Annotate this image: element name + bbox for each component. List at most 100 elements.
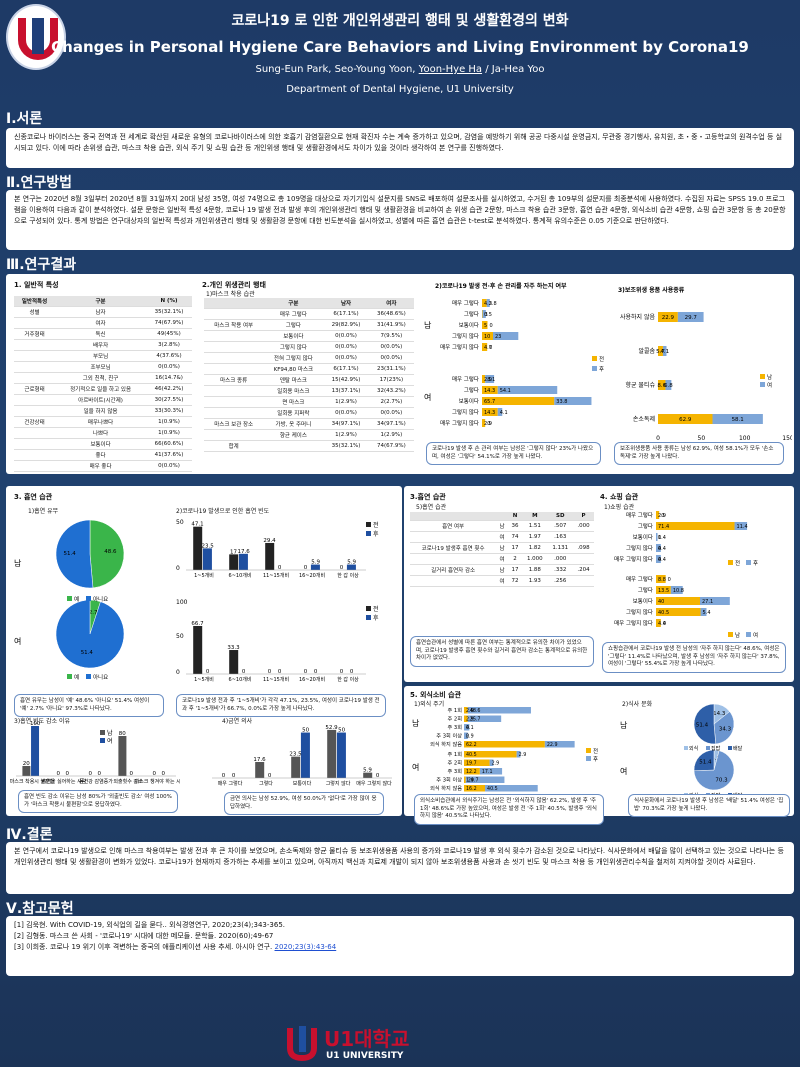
smoking-habit-table-cell	[410, 531, 497, 543]
smoking-female-freq-value-label: 66.7	[191, 621, 204, 627]
general-table-cell: 41(37.6%)	[146, 449, 192, 461]
meal-female-pie-slice	[693, 749, 715, 772]
mask-table-cell: 전혀 그렇지 않다	[263, 352, 324, 364]
general-table-row: 여자 74(67.9%)	[14, 317, 192, 329]
shopping-female-bar	[700, 597, 730, 605]
eating-female-bar	[464, 751, 517, 758]
legend-swatch	[706, 746, 710, 750]
hygiene-title: 2.개인 위생관리 행태	[202, 281, 266, 289]
eating-female-bar	[479, 768, 503, 775]
eating-male-bar	[464, 707, 468, 714]
legend-label: 배달	[733, 745, 743, 752]
mask-table-row: 합계 35(32.1%) 74(67.9%)	[204, 440, 414, 452]
shopping-male-bar	[656, 533, 658, 541]
section-references-heading: Ⅴ.참고문헌	[6, 901, 74, 917]
hand-female-bar	[497, 386, 558, 394]
eating-female-bar	[485, 785, 538, 792]
hygiene-value-label: 4.1	[660, 349, 669, 355]
smoking-male-freq-value-label: 5.9	[311, 560, 320, 566]
general-table-cell: 정기적으로 일을 하고 있음	[55, 383, 147, 395]
hand-female-category-label: 매우 그렇지 않다	[440, 419, 479, 427]
eating-male-value-label: 48.6	[470, 708, 481, 714]
legend-label: 남	[735, 631, 740, 639]
smoking-female-freq-category-label: 1~5개비	[194, 676, 214, 683]
shopping-female-category-label: 그렇지 않다	[626, 608, 653, 616]
eating-female-category-label: 주 1회	[448, 750, 463, 758]
smoking-reason-category-label: 마스크 착용시 불편함	[10, 778, 55, 785]
legend-swatch	[67, 596, 72, 601]
legend-swatch	[760, 382, 765, 387]
general-table-cell: 그외 친척, 친구	[55, 372, 147, 384]
hygiene-category-label: 향균 물티슈	[625, 381, 655, 389]
smoking-female-freq-category-label: 6~10개비	[229, 676, 252, 683]
hand-care-note: 코로나19 발생 후 손 관리 여부는 남성은 '그렇지 않다' 23%가 나왔…	[426, 442, 601, 466]
hand-male-value-label: 0	[489, 345, 492, 351]
smoking-male-freq-value-label: 29.4	[263, 538, 276, 544]
shopping-male-bar	[656, 555, 661, 563]
legend-label: 전	[735, 559, 740, 567]
reference-3-link[interactable]: 2020;23(3):43-64	[274, 943, 337, 952]
hand-female-bar	[482, 397, 555, 405]
eating-male-value-label: 4.1	[466, 725, 474, 731]
shopping-male-value-label: 11.4	[737, 524, 748, 530]
shopping-female-value-label: 27.1	[702, 599, 713, 605]
mask-table-cell	[204, 385, 264, 397]
hand-female-value-label: 33.8	[556, 399, 567, 405]
smoking-male-freq-bar	[238, 553, 248, 570]
mask-table-cell: 29(82.9%)	[323, 319, 369, 331]
smoking-female-freq-bar	[229, 650, 239, 674]
legend-label: 후	[593, 756, 598, 763]
legend-swatch	[100, 738, 105, 743]
hygiene-value-label: 22.9	[662, 315, 675, 321]
shopping-female-value-label: 8.8	[658, 577, 666, 583]
legend-swatch	[366, 522, 371, 527]
general-table-row: 성별 남자 35(32.1%)	[14, 306, 192, 318]
smoking-habit-table-header: SD	[547, 512, 574, 521]
smoking-habit-table-row: 여 2 1.000.000	[410, 553, 594, 565]
hygiene-value-label: 6.8	[664, 383, 673, 389]
section-results-heading: Ⅲ.연구결과	[6, 257, 77, 273]
mask-table-cell	[204, 429, 264, 441]
eating-female-category-label: 주 3회 이상	[436, 776, 462, 784]
general-table-cell: 49(45%)	[146, 328, 192, 340]
hand-male-bar	[482, 299, 487, 307]
shopping-female-category-label: 매우 그렇다	[626, 575, 653, 583]
mask-table-row: 면 마스크 1(2.9%) 2(2.7%)	[204, 396, 414, 408]
department: Department of Dental Hygiene, U1 Univers…	[286, 84, 514, 95]
smoking-male-freq-value-label: 5.9	[347, 560, 356, 566]
general-table-row: 부모님 4(37.6%)	[14, 350, 192, 362]
quit-intention-bar	[300, 732, 310, 778]
smoking-habit-table-cell: 36	[507, 520, 523, 532]
smoking-habit-subtitle: 5)흡연 습관	[416, 504, 447, 511]
eating-female-bar	[516, 751, 521, 758]
hygiene-value-label: 29.7	[685, 315, 698, 321]
smoking-habit-table-cell: 1.000	[522, 553, 548, 565]
smoking-reason-value-label: 0	[129, 771, 133, 777]
title-korean: 코로나19 로 인한 개인위생관리 행태 및 생활환경의 변화	[231, 13, 569, 29]
eating-period-subtitle: 1)외식 주기	[414, 701, 445, 708]
eating-female-bar	[464, 785, 486, 792]
shopping-male-category-label: 그렇지 않다	[626, 544, 653, 552]
general-table-row: 근로형태 정기적으로 일을 하고 있음 46(42.2%)	[14, 383, 192, 395]
smoking-habit-table-cell: 17	[507, 564, 523, 576]
general-table-row: 그외 친척, 친구 16(14.7&)	[14, 372, 192, 384]
smoking-female-freq-value-label: 0	[340, 669, 344, 675]
mask-table-cell: 마스크 착용 여부	[204, 319, 264, 331]
legend-swatch	[86, 596, 91, 601]
shopping-female-value-label: 5.4	[703, 610, 711, 616]
hygiene-value-label: 62.9	[679, 417, 692, 423]
legend-swatch	[366, 606, 371, 611]
quit-intention-value-label: 50	[338, 728, 345, 734]
male-label: 남	[14, 559, 22, 568]
hygiene-tick: 150	[782, 435, 792, 442]
legend-label: 아니요	[93, 595, 108, 603]
legend-label: 전	[593, 747, 598, 755]
eating-male-value-label: 2.9	[466, 708, 474, 714]
shopping-female-value-label: 13.5	[658, 588, 669, 594]
general-table-cell: 74(67.9%)	[146, 317, 192, 329]
eating-female-category-label: 외식 하지 않음	[430, 784, 462, 792]
